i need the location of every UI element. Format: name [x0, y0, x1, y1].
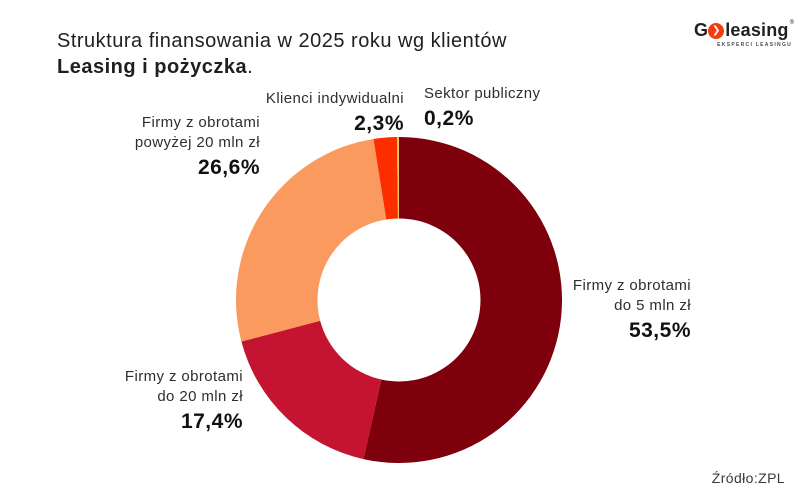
- donut-slice-4: [396, 136, 399, 219]
- source-note: Źródło:ZPL: [711, 470, 785, 486]
- logo-letter-g: G: [694, 20, 709, 40]
- donut-slice-2: [236, 139, 387, 342]
- slice-label-firmy-do-5-mln: Firmy z obrotami do 5 mln zł 53,5%: [573, 276, 691, 343]
- slice-pct-sektor-publiczny: 0,2%: [424, 107, 474, 130]
- slice-pct-firmy-powyzej-20-mln: 26,6%: [197, 156, 260, 179]
- slice-label-text: do 20 mln zł: [157, 388, 243, 405]
- slice-label-firmy-powyzej-20-mln: Firmy z obrotami powyżej 20 mln zł 26,6%: [135, 113, 260, 180]
- donut-slice-1: [241, 320, 382, 460]
- donut-slice-3: [373, 137, 398, 220]
- title-line-2-suffix: .: [247, 56, 254, 78]
- page-title: Struktura finansowania w 2025 roku wg kl…: [57, 28, 507, 80]
- logo-word-leasing: leasing: [725, 20, 789, 40]
- slice-label-text: Firmy z obrotami: [141, 114, 260, 131]
- slice-pct-klienci-indywidualni: 2,3%: [354, 112, 404, 135]
- logo-tagline: EKSPERCI LEASINGU: [717, 42, 793, 48]
- slice-label-text: Sektor publiczny: [424, 85, 541, 102]
- registered-trademark-icon: ®: [789, 20, 795, 26]
- donut-slice-0: [363, 137, 563, 463]
- logo-row: G ❯ leasing ®: [694, 20, 794, 41]
- slice-label-text: Klienci indywidualni: [265, 90, 404, 107]
- title-line-2: Leasing i pożyczka.: [57, 54, 507, 80]
- slice-pct-firmy-do-20-mln: 17,4%: [180, 410, 243, 433]
- slice-label-text: Firmy z obrotami: [124, 368, 243, 385]
- title-line-2-bold: Leasing i pożyczka: [57, 56, 248, 78]
- slice-pct-firmy-do-5-mln: 53,5%: [628, 319, 691, 342]
- slice-label-text: do 5 mln zł: [614, 297, 691, 314]
- slice-label-text: Firmy z obrotami: [572, 277, 691, 294]
- slice-label-sektor-publiczny: Sektor publiczny 0,2%: [424, 84, 540, 131]
- logo-chevron-icon: ❯: [708, 22, 725, 39]
- slice-label-firmy-do-20-mln: Firmy z obrotami do 20 mln zł 17,4%: [125, 367, 243, 434]
- title-line-1: Struktura finansowania w 2025 roku wg kl…: [57, 30, 507, 52]
- donut-chart: [236, 136, 563, 463]
- go-leasing-logo: G ❯ leasing ® EKSPERCI LEASINGU: [694, 20, 794, 48]
- slice-label-text: powyżej 20 mln zł: [134, 134, 260, 151]
- slice-label-klienci-indywidualni: Klienci indywidualni 2,3%: [266, 89, 404, 136]
